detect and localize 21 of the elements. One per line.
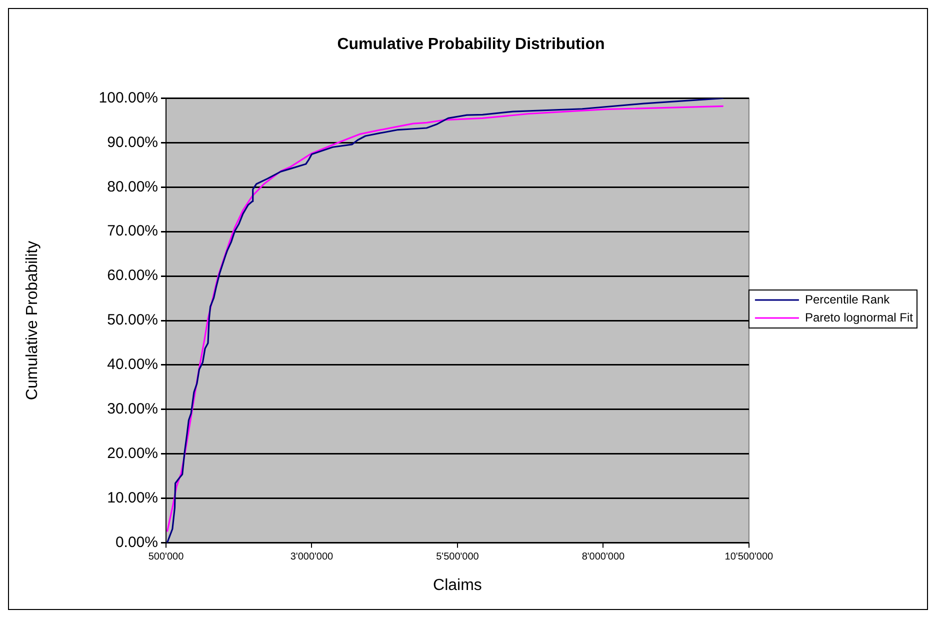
y-tick-label: 80.00% [107,178,158,196]
y-tick-label: 30.00% [107,400,158,418]
x-axis-title: Claims [433,576,482,594]
x-tick-label: 3'000'000 [290,552,334,563]
x-tick-label: 8'000'000 [582,552,626,563]
y-tick-label: 70.00% [107,222,158,240]
y-tick-label: 10.00% [107,489,158,506]
y-axis-title: Cumulative Probability [24,240,42,400]
x-tick-label: 500'000 [148,552,184,563]
y-tick-label: 90.00% [107,134,158,151]
legend-label: Percentile Rank [804,292,891,306]
y-tick-label: 50.00% [107,312,158,329]
x-tick-label: 10'500'000 [724,552,774,563]
y-tick-label: 100.00% [98,89,158,106]
legend-label: Pareto lognormal Fit [804,310,914,324]
chart-title: Cumulative Probability Distribution [337,36,605,54]
y-tick-label: 20.00% [107,445,158,462]
y-tick-label: 60.00% [107,267,158,284]
y-tick-label: 40.00% [107,356,158,374]
x-tick-label: 5'500'000 [436,552,480,563]
y-tick-label: 0.00% [115,534,158,551]
